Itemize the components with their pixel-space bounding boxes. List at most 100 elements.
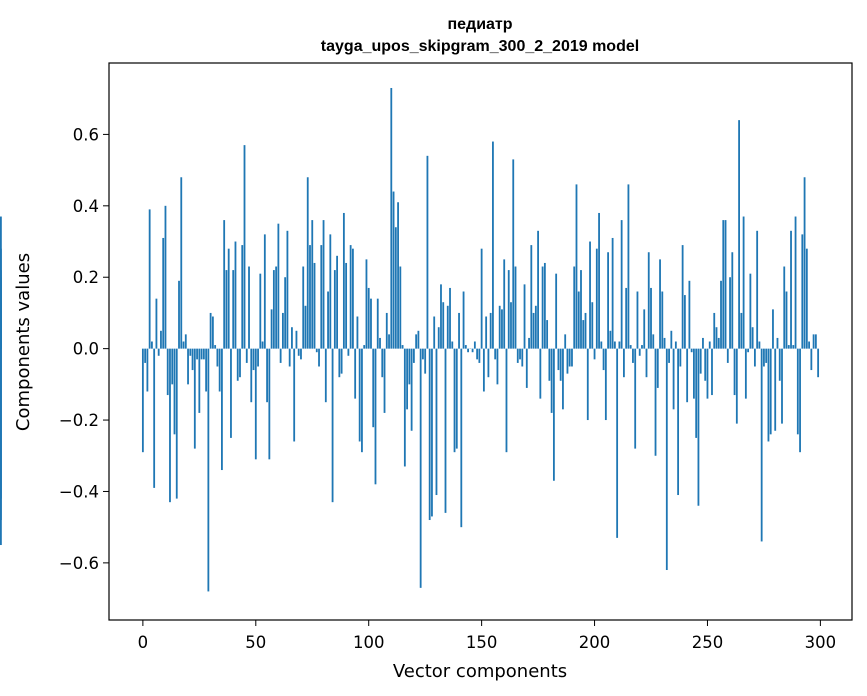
bar	[169, 348, 171, 503]
bar	[311, 220, 314, 349]
y-tick-label: 0.4	[73, 197, 99, 216]
bar	[275, 266, 278, 349]
bar	[141, 348, 144, 453]
bar	[753, 348, 756, 367]
bar	[774, 348, 777, 431]
bar	[449, 287, 451, 349]
bar	[146, 348, 149, 392]
bar	[370, 298, 372, 349]
bar	[406, 348, 409, 410]
bar	[435, 348, 438, 496]
bar	[562, 348, 564, 410]
bar	[320, 245, 323, 349]
bar	[313, 262, 316, 349]
bar	[584, 312, 587, 349]
bar	[230, 348, 232, 438]
bar	[306, 177, 309, 349]
bar	[763, 348, 765, 367]
bar	[214, 345, 217, 349]
bar	[437, 327, 440, 349]
bar	[686, 348, 689, 403]
bar	[297, 348, 300, 356]
bar	[514, 266, 517, 349]
bar	[376, 298, 379, 349]
bar	[512, 159, 515, 349]
bar	[668, 348, 670, 363]
bar	[496, 348, 499, 385]
bar	[444, 348, 447, 513]
bar	[568, 348, 571, 367]
bar	[300, 348, 302, 360]
bar	[252, 348, 255, 371]
bar	[329, 234, 332, 349]
bar	[239, 348, 241, 378]
bar	[516, 348, 519, 363]
bar	[799, 348, 801, 453]
bar	[266, 348, 268, 403]
bar	[654, 348, 657, 456]
bar	[805, 248, 808, 349]
bar	[693, 348, 695, 399]
bar	[812, 334, 815, 349]
bar	[144, 348, 147, 363]
bar	[374, 348, 377, 485]
bar	[537, 230, 539, 349]
bar	[803, 177, 806, 349]
bar	[582, 320, 585, 349]
bar	[539, 348, 542, 399]
bar	[629, 345, 632, 349]
bar	[769, 348, 772, 435]
bar	[794, 216, 797, 349]
bar	[482, 348, 485, 392]
bar	[665, 348, 668, 571]
bar	[148, 209, 151, 349]
bar	[268, 348, 271, 460]
bar	[681, 245, 684, 349]
bar	[618, 341, 621, 349]
bar	[742, 216, 745, 349]
bar	[679, 348, 682, 367]
bar	[232, 270, 235, 349]
bar	[187, 348, 189, 385]
bar	[598, 212, 600, 349]
bar	[688, 280, 691, 349]
bar	[184, 334, 187, 349]
bar	[726, 348, 729, 363]
bar	[650, 287, 652, 349]
bar	[446, 305, 449, 349]
bar	[394, 227, 397, 349]
bar	[765, 348, 768, 363]
bar	[155, 298, 158, 349]
bar	[790, 230, 792, 349]
bar	[291, 327, 293, 349]
bar	[349, 245, 352, 349]
bar	[202, 348, 205, 360]
bar	[227, 248, 230, 349]
bar	[263, 234, 266, 349]
bar	[643, 309, 646, 349]
bar	[690, 348, 693, 353]
bar	[767, 348, 770, 442]
bar	[552, 348, 555, 481]
bar	[234, 241, 237, 349]
bar	[546, 320, 549, 349]
x-tick-label: 200	[579, 633, 611, 652]
bar	[385, 312, 388, 349]
bar	[636, 291, 639, 349]
bar	[261, 341, 264, 349]
bar	[781, 348, 783, 424]
bar	[564, 334, 567, 349]
bar	[162, 237, 165, 349]
bar	[241, 245, 244, 349]
bar	[338, 348, 341, 378]
bar	[609, 330, 612, 349]
bar	[277, 223, 280, 349]
x-tick-label: 100	[353, 633, 385, 652]
bar	[358, 348, 361, 442]
y-tick-label: 0.6	[73, 125, 99, 144]
bar	[451, 341, 454, 349]
bar	[379, 337, 381, 349]
bar	[519, 348, 521, 360]
bar	[198, 348, 201, 413]
x-tick-label: 300	[805, 633, 837, 652]
